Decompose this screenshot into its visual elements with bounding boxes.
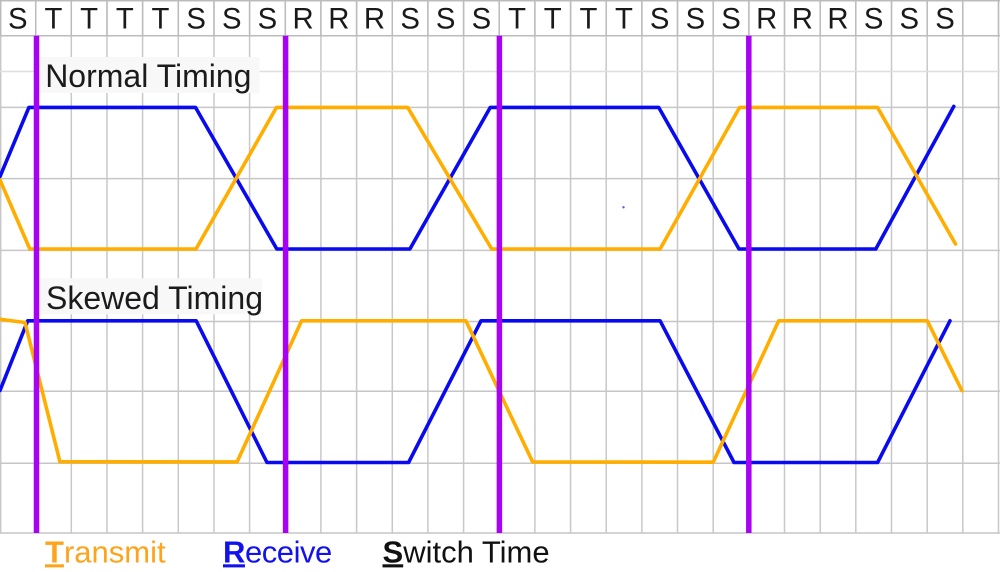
svg-text:S: S [258, 3, 278, 36]
svg-text:S: S [864, 3, 884, 36]
svg-text:T: T [80, 3, 98, 36]
svg-text:S: S [686, 3, 706, 36]
svg-text:R: R [827, 3, 848, 36]
svg-text:T: T [544, 3, 562, 36]
svg-text:R: R [293, 3, 314, 36]
svg-text:S: S [472, 3, 492, 36]
svg-text:R: R [792, 3, 813, 36]
svg-text:T: T [152, 3, 170, 36]
svg-text:R: R [364, 3, 385, 36]
svg-text:S: S [186, 3, 206, 36]
svg-text:S: S [721, 3, 741, 36]
svg-text:T: T [579, 3, 597, 36]
svg-text:S: S [935, 3, 955, 36]
svg-text:S: S [400, 3, 420, 36]
svg-text:Normal Timing: Normal Timing [45, 58, 251, 94]
svg-text:S: S [222, 3, 242, 36]
svg-text:Switch Time: Switch Time [383, 534, 550, 569]
svg-text:Skewed Timing: Skewed Timing [46, 280, 263, 316]
svg-text:S: S [436, 3, 456, 36]
svg-text:T: T [615, 3, 633, 36]
svg-text:T: T [45, 3, 63, 36]
svg-text:S: S [650, 3, 670, 36]
svg-text:Receive: Receive [223, 534, 332, 569]
svg-text:Transmit: Transmit [45, 534, 166, 569]
svg-text:T: T [116, 3, 134, 36]
svg-text:T: T [508, 3, 526, 36]
svg-text:S: S [900, 3, 920, 36]
svg-text:R: R [328, 3, 349, 36]
svg-text:R: R [756, 3, 777, 36]
svg-text:S: S [8, 3, 28, 36]
